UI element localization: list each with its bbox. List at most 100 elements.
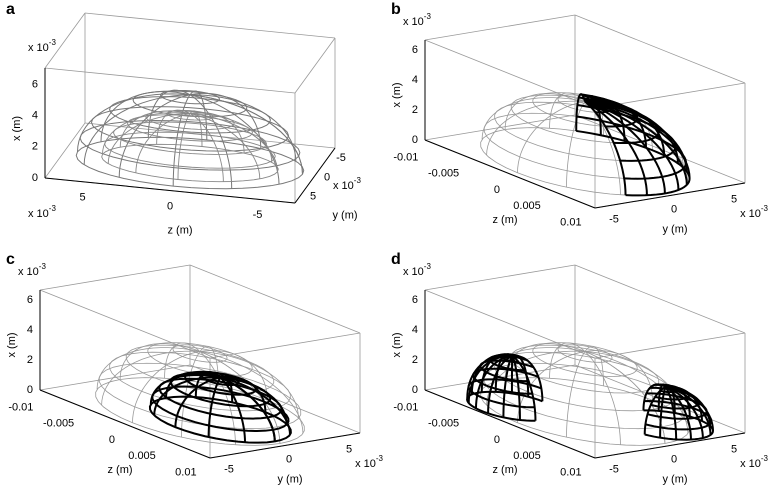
x-tick-label: 6 — [27, 294, 33, 306]
box-edge — [209, 332, 361, 359]
z-tick-label: 0.005 — [513, 450, 541, 462]
bold-wire — [158, 377, 283, 420]
z-tick-label: 0 — [109, 434, 115, 446]
scale-label: x 10-3 — [740, 204, 768, 220]
z-tick-label: -0.005 — [428, 418, 459, 430]
y-axis-label: y (m) — [662, 223, 687, 235]
scale-label: x 10-3 — [403, 12, 431, 28]
dome-wire — [510, 344, 660, 394]
x-axis-label: x (m) — [391, 332, 403, 357]
dome-wire — [75, 136, 305, 190]
dome-wire — [127, 114, 253, 142]
scale-base: x 10 — [403, 266, 424, 278]
box-edge — [574, 14, 746, 84]
y-axis-label: y (m) — [662, 473, 687, 485]
bold-wire — [644, 400, 713, 431]
box-edge — [84, 12, 336, 39]
z-tick-label: 0 — [494, 184, 500, 196]
bold-wire — [466, 390, 543, 422]
scale-base: x 10 — [355, 458, 376, 470]
y-tick-label: 5 — [310, 191, 316, 203]
panel-label: b — [391, 1, 401, 18]
box-edge — [424, 39, 596, 109]
z-tick-label: 0.01 — [560, 467, 581, 479]
x-tick-label: 0 — [32, 172, 38, 184]
y-tick-label: -5 — [609, 213, 619, 225]
dome-wire — [566, 351, 586, 438]
x-axis-label: x (m) — [6, 332, 18, 357]
scale-label: x 10-3 — [333, 176, 361, 192]
x-tick-label: 0 — [412, 384, 418, 396]
dome-wire — [145, 110, 235, 130]
scale-exp: -3 — [49, 204, 57, 213]
z-tick-label: -0.005 — [428, 168, 459, 180]
x-tick-label: 2 — [412, 104, 418, 116]
y-tick-label: -5 — [224, 463, 234, 475]
scale-exp: -3 — [761, 204, 769, 213]
bold-wire — [488, 354, 528, 372]
x-tick-label: 4 — [27, 324, 33, 336]
z-axis-label: z (m) — [107, 464, 132, 476]
box-edge — [44, 122, 86, 179]
axis-line — [209, 432, 361, 459]
dome-wire — [113, 121, 267, 155]
scale-label: x 10-3 — [28, 38, 56, 54]
scale-exp: -3 — [354, 176, 362, 185]
bold-wire — [580, 93, 639, 128]
box-edge — [424, 114, 576, 141]
bold-wire — [578, 96, 660, 145]
dome-wire — [172, 344, 228, 363]
z-tick-label: -0.01 — [8, 401, 33, 413]
x-tick-label: 4 — [412, 324, 418, 336]
axis-line — [594, 182, 746, 209]
z-tick-label: -0.01 — [393, 401, 418, 413]
dome-wire — [109, 351, 291, 412]
panel-label: c — [6, 251, 15, 268]
z-tick-label: -5 — [253, 209, 263, 221]
axis-line — [39, 389, 211, 459]
dome-wire — [98, 362, 302, 430]
dome-wire — [160, 89, 220, 105]
box-edge — [39, 289, 211, 359]
box-edge — [44, 12, 86, 69]
bold-wire — [201, 372, 240, 387]
z-tick-label: 5 — [79, 192, 85, 204]
x-tick-label: 2 — [412, 354, 418, 366]
x-tick-label: 4 — [32, 110, 38, 122]
scale-base: x 10 — [28, 208, 49, 220]
box-edge — [424, 264, 576, 291]
bold-wire — [151, 385, 290, 433]
x-tick-label: 2 — [27, 354, 33, 366]
axis-line — [424, 389, 596, 459]
y-tick-label: 0 — [671, 203, 677, 215]
bold-wire — [584, 100, 627, 196]
box-edge — [39, 264, 191, 291]
bold-wire — [169, 372, 272, 408]
scale-label: x 10-3 — [355, 454, 383, 470]
z-tick-label: -0.005 — [43, 418, 74, 430]
y-tick-label: 5 — [346, 443, 352, 455]
scale-label: x 10-3 — [403, 262, 431, 278]
dome-wire — [584, 351, 621, 445]
z-axis-label: z (m) — [167, 224, 192, 236]
panel-label: d — [391, 251, 401, 268]
z-tick-label: 0.01 — [560, 217, 581, 229]
dome-wire — [104, 131, 276, 169]
scale-exp: -3 — [761, 454, 769, 463]
scale-base: x 10 — [18, 266, 39, 278]
bold-wire — [646, 392, 708, 420]
bold-wire — [577, 104, 677, 162]
x-tick-label: 6 — [412, 294, 418, 306]
dome-wire — [166, 109, 214, 121]
z-axis-label: z (m) — [492, 214, 517, 226]
x-axis-label: x (m) — [11, 116, 23, 141]
y-tick-label: 0 — [324, 171, 330, 183]
panel-label: a — [6, 1, 15, 18]
x-axis-label: x (m) — [391, 82, 403, 107]
box-edge — [294, 37, 336, 94]
bold-wire — [649, 386, 701, 410]
